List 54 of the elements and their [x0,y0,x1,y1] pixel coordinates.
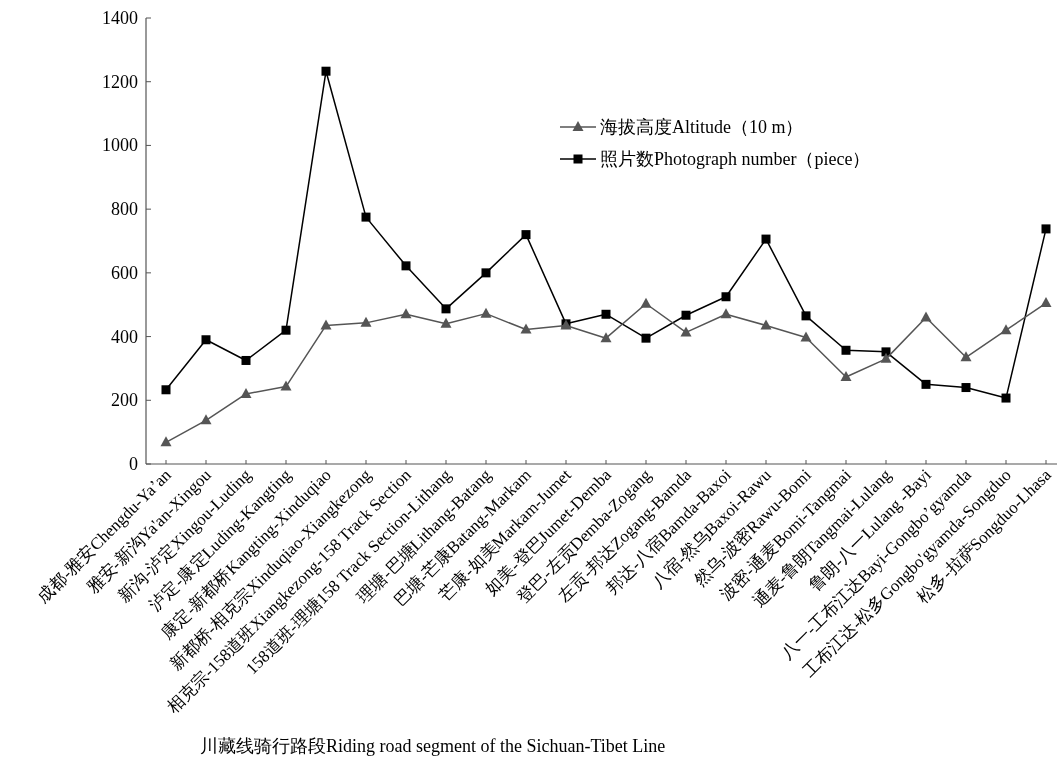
point [800,331,812,342]
point [401,261,411,271]
y-tick-label: 400 [111,326,138,347]
point [681,310,691,320]
point [921,379,931,389]
point [361,212,371,222]
point [1041,224,1051,234]
point [840,371,852,382]
point [640,297,652,308]
point [961,383,971,393]
y-tick-label: 1200 [102,71,138,92]
point [201,335,211,345]
point [440,317,452,328]
point [801,311,811,321]
point [641,333,651,343]
point [240,387,252,398]
point [841,345,851,355]
x-axis-title: 川藏线骑行路段Riding road segment of the Sichuan-Tibet Line [200,736,666,756]
point [521,230,531,240]
point [360,316,372,327]
point [680,326,692,337]
y-tick-label: 1400 [102,8,138,28]
point [441,304,451,314]
point [281,325,291,335]
point [760,319,772,330]
y-tick-label: 0 [129,454,138,474]
point [480,307,492,318]
point [960,351,972,362]
point [761,234,771,244]
y-tick-label: 1000 [102,135,138,156]
point [481,268,491,278]
point [920,311,932,322]
y-tick-label: 200 [111,390,138,411]
point [400,308,412,319]
point [1001,393,1011,403]
point [1040,297,1052,308]
point [320,319,332,330]
legend-label: 海拔高度Altitude（10 m） [600,117,804,137]
y-tick-label: 800 [111,199,138,220]
point [160,436,172,447]
point [600,332,612,343]
point [280,380,292,391]
legend-label: 照片数Photograph number（piece） [600,149,871,169]
point [241,355,251,365]
point [601,309,611,319]
y-tick-label: 600 [111,262,138,283]
point [720,308,732,319]
point [520,323,532,334]
point [161,385,171,395]
point [721,292,731,302]
point [200,414,212,425]
point [1000,324,1012,335]
point [321,66,331,76]
point [880,352,892,363]
